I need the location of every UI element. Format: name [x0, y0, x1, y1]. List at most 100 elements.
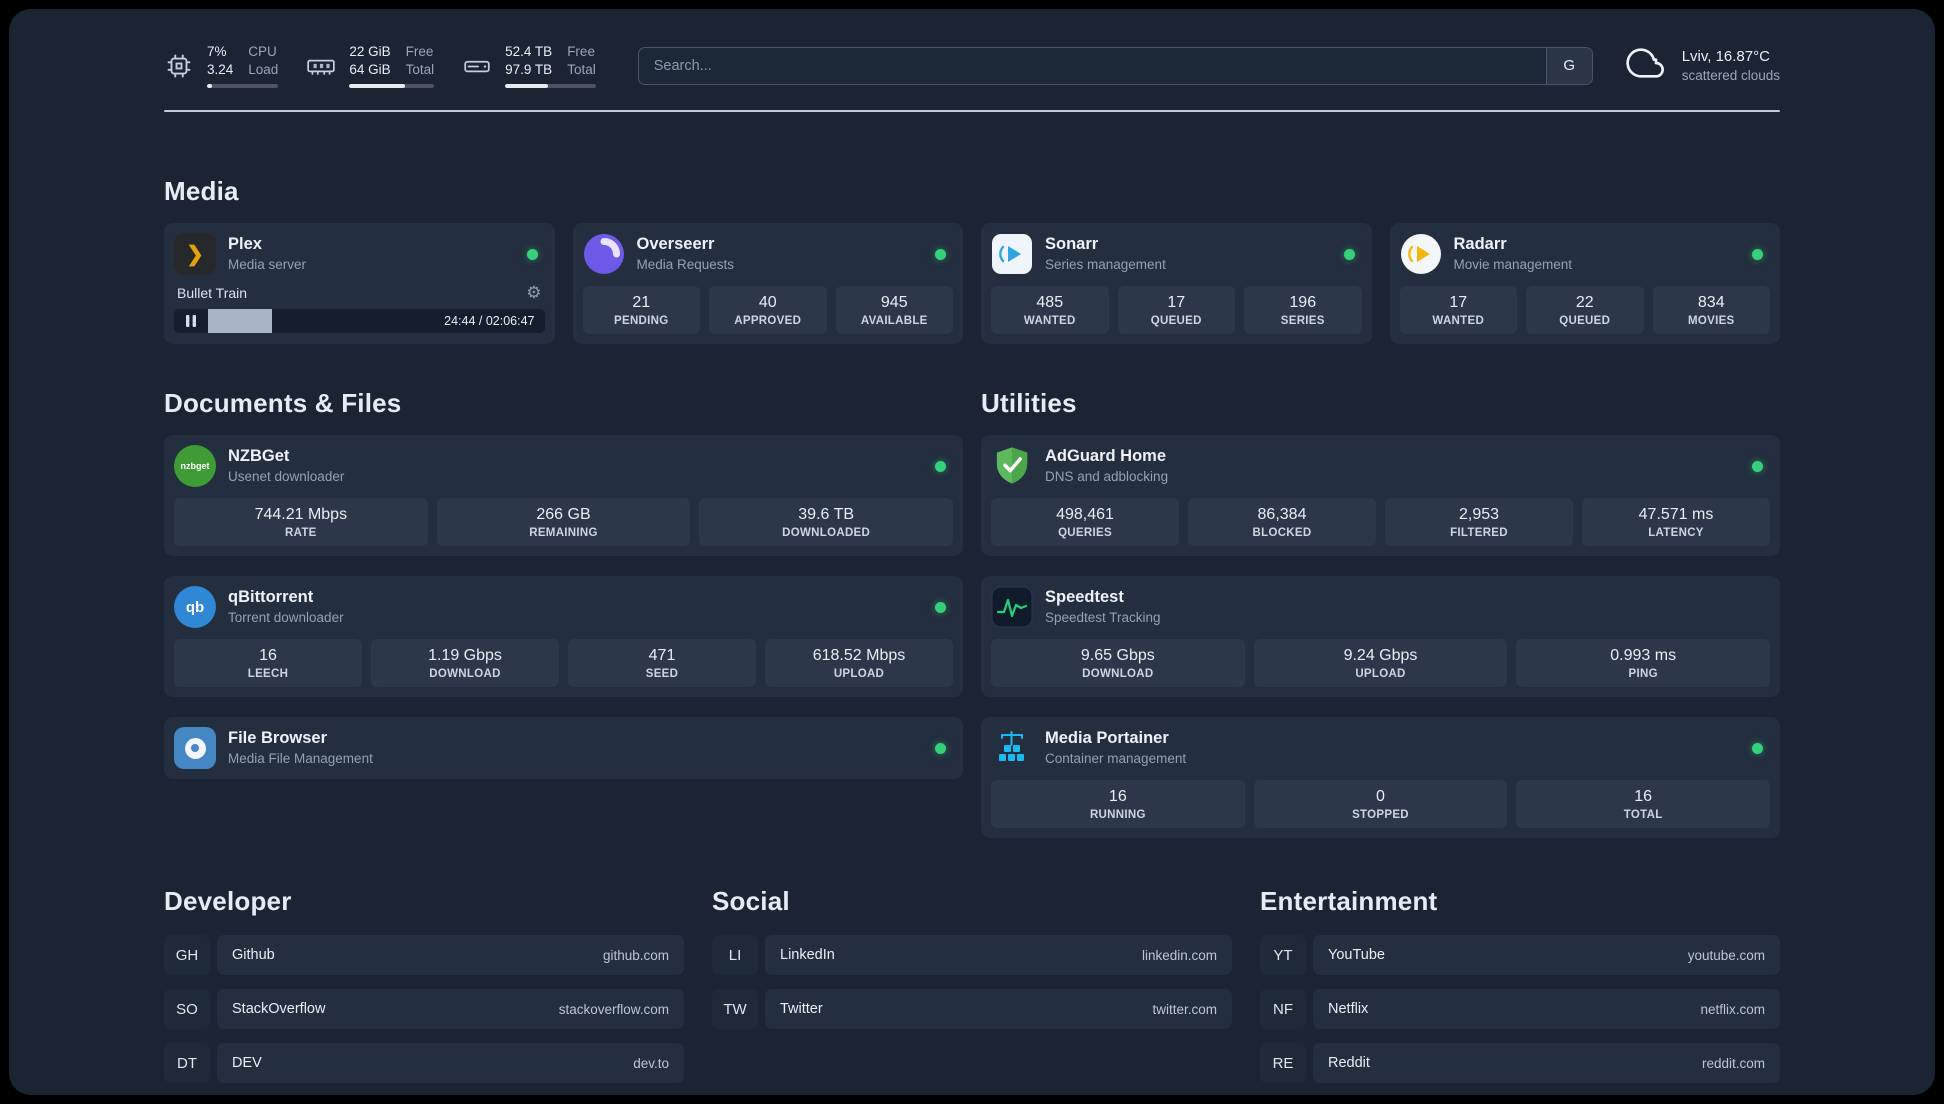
disk-free: 52.4 TB — [505, 44, 553, 60]
stat-tile-total: 16 TOTAL — [1516, 780, 1770, 828]
service-subtitle: DNS and adblocking — [1045, 468, 1169, 484]
stat-tile-remaining: 266 GB REMAINING — [436, 498, 691, 546]
bookmark-youtube[interactable]: YT YouTube youtube.com — [1260, 935, 1780, 975]
status-dot — [1752, 248, 1763, 260]
ram-icon — [306, 54, 336, 78]
status-dot — [935, 601, 946, 613]
radarr-icon — [1400, 233, 1442, 275]
cloud-icon — [1623, 43, 1669, 88]
service-card-speedtest[interactable]: Speedtest Speedtest Tracking 9.65 Gbps D… — [981, 576, 1780, 697]
cpu-widget: 7% 3.24 CPU Load — [164, 43, 279, 88]
stat-tile-downloaded: 39.6 TB DOWNLOADED — [699, 498, 953, 546]
stat-tile-wanted: 17 WANTED — [1399, 286, 1517, 334]
stat-tile-download: 1.19 Gbps DOWNLOAD — [371, 639, 559, 687]
service-name: AdGuard Home — [1045, 447, 1167, 466]
service-name: Speedtest — [1045, 588, 1124, 607]
bookmark-netflix[interactable]: NF Netflix netflix.com — [1260, 989, 1780, 1029]
stat-tile-approved: 40 APPROVED — [709, 286, 827, 334]
stat-tile-leech: 16 LEECH — [174, 639, 362, 687]
disk-bar — [505, 83, 596, 88]
stat-tile-ping: 0.993 ms PING — [1516, 639, 1770, 687]
nzbget-icon: nzbget — [174, 445, 216, 487]
stat-tile-wanted: 485 WANTED — [991, 286, 1109, 334]
service-subtitle: Media File Management — [228, 750, 373, 766]
section-media: Media ❯ Plex Media server Bullet Train — [164, 176, 1780, 344]
disk-total: 97.9 TB — [505, 62, 553, 77]
cpu-usage: 7% — [207, 44, 227, 60]
bookmark-group-developer: Developer GH Github github.com SO — [164, 886, 684, 1083]
bookmark-name: Netflix — [1328, 1001, 1369, 1017]
weather-condition: scattered clouds — [1681, 67, 1780, 83]
bookmark-abbr: LI — [712, 935, 758, 975]
service-card-nzbget[interactable]: nzbget NZBGet Usenet downloader 744.21 M… — [164, 435, 963, 556]
topbar: 7% 3.24 CPU Load — [164, 43, 1780, 88]
developer-section-title: Developer — [164, 886, 292, 916]
bookmark-name: DEV — [232, 1055, 262, 1071]
bookmark-twitter[interactable]: TW Twitter twitter.com — [712, 989, 1232, 1029]
service-card-overseerr[interactable]: Overseerr Media Requests 21 PENDING 40 A… — [572, 223, 963, 344]
bookmark-url: github.com — [602, 947, 669, 963]
bookmark-name: StackOverflow — [232, 1001, 326, 1017]
bookmark-reddit[interactable]: RE Reddit reddit.com — [1260, 1043, 1780, 1083]
disk-label-1: Free — [567, 44, 595, 60]
bookmark-stackoverflow[interactable]: SO StackOverflow stackoverflow.com — [164, 989, 684, 1029]
service-name: qBittorrent — [228, 588, 314, 607]
stat-tile-blocked: 86,384 BLOCKED — [1188, 498, 1376, 546]
gear-icon[interactable]: ⚙ — [526, 283, 542, 302]
pause-button[interactable] — [174, 309, 208, 333]
stat-tile-seed: 471 SEED — [568, 639, 756, 687]
media-section-title: Media — [164, 176, 239, 206]
service-card-sonarr[interactable]: Sonarr Series management 485 WANTED 17 Q… — [981, 223, 1372, 344]
utilities-section-title: Utilities — [981, 388, 1077, 418]
stat-tile-pending: 21 PENDING — [582, 286, 700, 334]
search-input[interactable] — [638, 47, 1546, 84]
service-card-radarr[interactable]: Radarr Movie management 17 WANTED 22 QUE… — [1389, 223, 1780, 344]
service-card-portainer[interactable]: Media Portainer Container management 16 … — [981, 717, 1780, 838]
stat-tile-queued: 22 QUEUED — [1526, 286, 1644, 334]
status-dot — [935, 460, 946, 472]
service-name: Overseerr — [636, 235, 715, 254]
stat-tile-download: 9.65 Gbps DOWNLOAD — [991, 639, 1245, 687]
bookmark-abbr: YT — [1260, 935, 1306, 975]
bookmark-github[interactable]: GH Github github.com — [164, 935, 684, 975]
disk-label-2: Total — [567, 62, 596, 77]
bookmark-linkedin[interactable]: LI LinkedIn linkedin.com — [712, 935, 1232, 975]
weather-location: Lviv, 16.87°C — [1681, 47, 1770, 65]
media-player-bar: 24:44 / 02:06:47 — [174, 309, 545, 333]
bookmark-name: YouTube — [1328, 947, 1385, 963]
cpu-bar — [207, 83, 279, 88]
service-name: Plex — [228, 235, 262, 254]
entertainment-section-title: Entertainment — [1260, 886, 1438, 916]
service-card-qbittorrent[interactable]: qb qBittorrent Torrent downloader 16 — [164, 576, 963, 697]
service-subtitle: Media Requests — [636, 256, 735, 272]
service-name: NZBGet — [228, 447, 290, 466]
ram-widget: 22 GiB 64 GiB Free Total — [306, 43, 435, 88]
seek-bar[interactable] — [208, 309, 545, 333]
plex-icon: ❯ — [174, 233, 216, 275]
stat-tile-stopped: 0 STOPPED — [1253, 780, 1508, 828]
service-subtitle: Usenet downloader — [228, 468, 345, 484]
bookmark-url: twitter.com — [1152, 1001, 1217, 1017]
ram-bar — [349, 83, 435, 88]
cpu-chip-icon — [164, 51, 194, 81]
service-subtitle: Media server — [228, 256, 307, 272]
service-subtitle: Series management — [1045, 256, 1166, 272]
status-dot — [526, 248, 538, 260]
bookmark-name: Reddit — [1328, 1055, 1370, 1071]
bookmark-dev[interactable]: DT DEV dev.to — [164, 1043, 684, 1083]
playback-time: 24:44 / 02:06:47 — [444, 314, 535, 328]
service-name: Media Portainer — [1045, 729, 1169, 748]
stat-tile-upload: 9.24 Gbps UPLOAD — [1253, 639, 1508, 687]
service-card-adguard[interactable]: AdGuard Home DNS and adblocking 498,461 … — [981, 435, 1780, 556]
bookmark-group-entertainment: Entertainment YT YouTube youtube.com NF — [1260, 886, 1780, 1083]
stat-tile-filtered: 2,953 FILTERED — [1385, 498, 1573, 546]
bookmark-abbr: RE — [1260, 1043, 1306, 1083]
bookmark-abbr: DT — [164, 1043, 210, 1083]
stat-tile-movies: 834 MOVIES — [1652, 286, 1770, 334]
search-provider-button[interactable]: G — [1545, 47, 1592, 84]
service-card-plex[interactable]: ❯ Plex Media server Bullet Train ⚙ — [164, 223, 555, 344]
stat-tile-available: 945 AVAILABLE — [835, 286, 953, 334]
bookmark-url: netflix.com — [1700, 1001, 1765, 1017]
service-card-filebrowser[interactable]: File Browser Media File Management — [164, 717, 963, 779]
section-bookmarks: Developer GH Github github.com SO — [164, 886, 1780, 1095]
